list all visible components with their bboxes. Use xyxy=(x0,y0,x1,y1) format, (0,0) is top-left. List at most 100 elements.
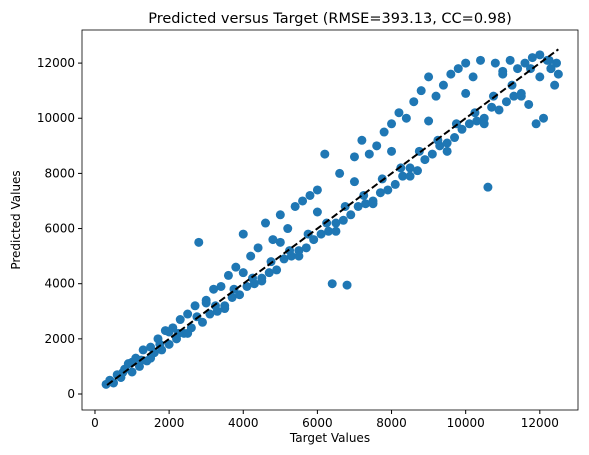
point xyxy=(246,251,256,261)
point xyxy=(305,190,315,200)
y-tick-label: 10000 xyxy=(37,111,75,125)
point xyxy=(290,201,300,211)
point xyxy=(516,91,526,101)
point xyxy=(210,301,220,311)
point xyxy=(220,304,230,314)
point xyxy=(457,124,467,134)
point xyxy=(264,268,274,278)
point xyxy=(488,91,498,101)
y-tick-label: 2000 xyxy=(44,332,75,346)
point xyxy=(490,58,500,68)
point xyxy=(361,199,371,209)
point xyxy=(424,72,434,82)
x-axis-label: Target Values xyxy=(289,431,370,445)
point xyxy=(498,69,508,79)
point xyxy=(346,210,356,220)
point xyxy=(416,86,426,96)
point xyxy=(513,64,523,74)
point xyxy=(205,309,215,319)
point xyxy=(197,317,207,327)
point xyxy=(138,345,148,355)
point xyxy=(235,290,245,300)
point xyxy=(303,229,313,239)
x-tick-label: 10000 xyxy=(447,416,485,430)
x-tick-label: 4000 xyxy=(228,416,259,430)
point xyxy=(438,80,448,90)
reference-line xyxy=(106,48,559,386)
point xyxy=(257,276,267,286)
point xyxy=(338,215,348,225)
point xyxy=(331,218,341,228)
point xyxy=(368,199,378,209)
point xyxy=(405,171,415,181)
point xyxy=(379,127,389,137)
point xyxy=(268,235,278,245)
point xyxy=(342,280,352,290)
point xyxy=(375,188,385,198)
point xyxy=(468,72,478,82)
point xyxy=(401,113,411,123)
point xyxy=(238,268,248,278)
point xyxy=(487,102,497,112)
point xyxy=(420,155,430,165)
point xyxy=(223,270,233,280)
point xyxy=(472,116,482,126)
y-tick-label: 6000 xyxy=(44,222,75,236)
point xyxy=(539,113,549,123)
point xyxy=(353,201,363,211)
point xyxy=(272,265,282,275)
point xyxy=(431,91,441,101)
point xyxy=(331,226,341,236)
point xyxy=(412,166,422,176)
point xyxy=(464,119,474,129)
point xyxy=(372,141,382,151)
point xyxy=(316,229,326,239)
chart-title: Predicted versus Target (RMSE=393.13, CC… xyxy=(148,11,512,27)
y-axis-label: Predicted Values xyxy=(9,170,23,269)
point xyxy=(442,138,452,148)
point xyxy=(364,149,374,159)
point xyxy=(298,196,308,206)
y-tick-label: 12000 xyxy=(37,56,75,70)
point xyxy=(527,53,537,63)
point xyxy=(394,108,404,118)
point xyxy=(531,119,541,129)
point xyxy=(320,149,330,159)
point xyxy=(409,97,419,107)
point xyxy=(335,168,345,178)
point xyxy=(127,367,137,377)
point xyxy=(164,327,174,337)
point xyxy=(283,224,293,234)
point xyxy=(505,55,515,65)
x-tick-label: 2000 xyxy=(154,416,185,430)
point xyxy=(201,298,211,308)
point xyxy=(494,105,504,115)
point xyxy=(476,55,486,65)
point xyxy=(312,207,322,217)
point xyxy=(446,69,456,79)
point xyxy=(520,58,530,68)
y-tick-label: 0 xyxy=(67,387,75,401)
point xyxy=(242,281,252,291)
point xyxy=(164,339,174,349)
point xyxy=(461,58,471,68)
point xyxy=(507,80,517,90)
y-tick-label: 4000 xyxy=(44,277,75,291)
point xyxy=(483,182,493,192)
plot-frame xyxy=(81,29,579,411)
point xyxy=(285,246,295,256)
point xyxy=(396,163,406,173)
point xyxy=(238,229,248,239)
point xyxy=(550,80,560,90)
point xyxy=(535,72,545,82)
point xyxy=(450,133,460,143)
point xyxy=(442,146,452,156)
point xyxy=(461,88,471,98)
point xyxy=(175,315,185,325)
x-tick-label: 12000 xyxy=(521,416,559,430)
x-tick-label: 6000 xyxy=(302,416,333,430)
point xyxy=(553,69,563,79)
y-tick-label: 8000 xyxy=(44,166,75,180)
point xyxy=(544,55,554,65)
